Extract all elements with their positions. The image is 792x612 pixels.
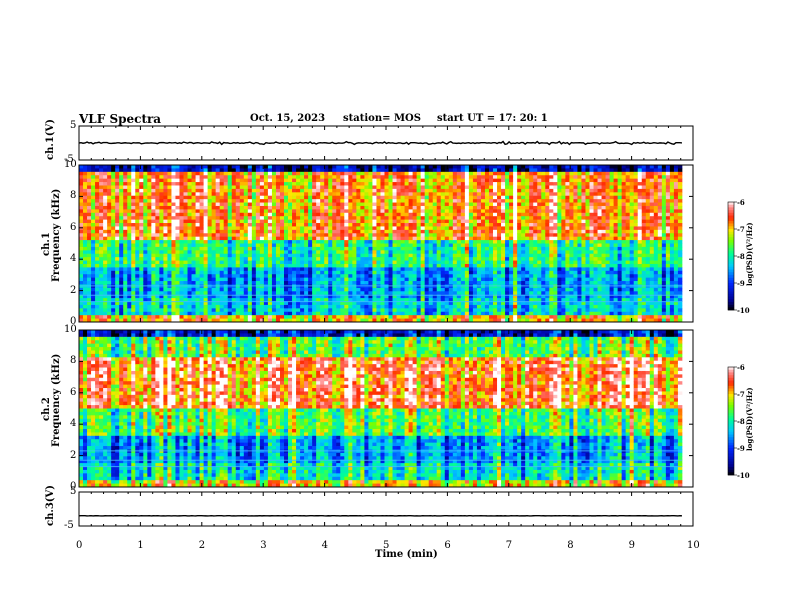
x-tick-label: 7 <box>505 540 513 551</box>
x-tick-label: 10 <box>687 540 700 551</box>
x-tick-label: 3 <box>260 540 267 551</box>
y-tick-label: -5 <box>64 520 74 531</box>
ch1-voltage-trace <box>78 140 683 146</box>
y-tick-label: 10 <box>64 159 77 170</box>
figure-title: VLF Spectra <box>79 112 162 126</box>
y-tick-label: 10 <box>64 324 77 335</box>
colorbar-2 <box>728 367 734 476</box>
colorbar-label: log(PSD)(V²/Hz) <box>745 222 754 286</box>
start-time-label: start UT = 17: 20: 1 <box>437 113 548 124</box>
x-tick-label: 6 <box>444 540 451 551</box>
colorbar-tick-label: -8 <box>737 417 745 426</box>
ch3-voltage-label: ch.3(V) <box>45 484 56 526</box>
colorbar-tick-label: -7 <box>737 225 745 234</box>
colorbar-tick-label: -10 <box>737 471 750 480</box>
ch3-voltage-frame <box>78 491 694 527</box>
colorbar-1 <box>728 202 734 311</box>
ch1-spectrogram-image <box>79 165 683 323</box>
ch1-voltage-label: ch.1(V) <box>45 118 56 160</box>
x-tick-label: 5 <box>383 540 390 551</box>
x-tick-label: 2 <box>198 540 206 551</box>
date-label: Oct. 15, 2023 <box>250 113 326 124</box>
y-tick-label: 6 <box>70 221 77 233</box>
y-tick-label: -5 <box>64 154 74 165</box>
frequency-axis-label: Frequency (kHz) <box>51 353 62 447</box>
station-label: station= MOS <box>343 113 421 124</box>
colorbar-tick-label: -7 <box>737 390 745 399</box>
colorbar-tick-label: -6 <box>737 198 745 207</box>
y-tick-label: 8 <box>70 355 77 367</box>
y-tick-label: 4 <box>70 418 77 430</box>
y-tick-label: 2 <box>70 284 77 296</box>
colorbar-tick-label: -10 <box>737 306 750 315</box>
frequency-axis-label: Frequency (kHz) <box>51 188 62 282</box>
y-tick-label: 2 <box>70 449 77 461</box>
x-tick-label: 9 <box>628 540 635 551</box>
colorbar-tick-label: -9 <box>737 444 745 453</box>
y-tick-label: 5 <box>70 486 77 497</box>
colorbar-tick-label: -6 <box>737 363 745 372</box>
x-axis-label: Time (min) <box>375 549 438 560</box>
y-tick-label: 4 <box>70 253 77 265</box>
y-tick-label: 6 <box>70 386 77 398</box>
x-tick-label: 0 <box>76 540 83 551</box>
y-tick-label: 8 <box>70 190 77 202</box>
y-tick-label: 0 <box>70 481 77 492</box>
x-tick-label: 4 <box>321 540 328 551</box>
colorbar-label: log(PSD)(V²/Hz) <box>745 387 754 451</box>
x-tick-label: 1 <box>137 540 144 551</box>
x-tick-label: 8 <box>567 540 574 551</box>
colorbar-tick-label: -9 <box>737 279 745 288</box>
ch2-spectrogram-image <box>79 330 683 488</box>
y-tick-label: 5 <box>70 120 77 131</box>
colorbar-tick-label: -8 <box>737 252 745 261</box>
y-tick-label: 0 <box>70 316 77 327</box>
